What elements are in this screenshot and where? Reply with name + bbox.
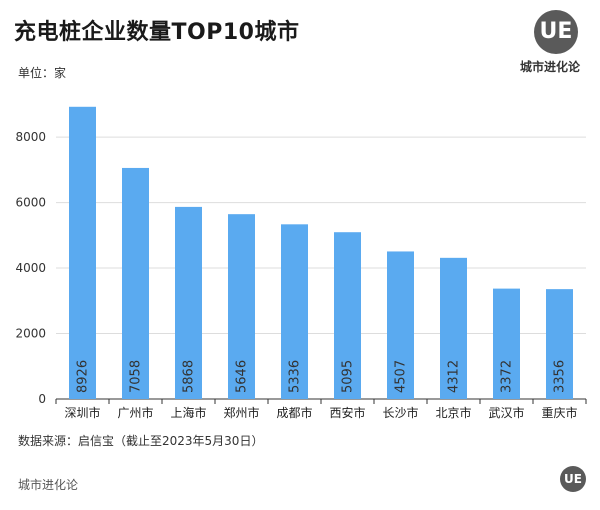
bar — [440, 257, 467, 399]
x-tick-label: 北京市 — [435, 405, 471, 420]
x-tick-label: 武汉市 — [488, 405, 524, 420]
data-label: 5646 — [235, 360, 250, 393]
data-label: 4312 — [447, 360, 462, 393]
x-tick-label: 广州市 — [117, 405, 153, 420]
x-tick-label: 上海市 — [170, 405, 206, 420]
unit-label: 单位：家 — [18, 66, 67, 80]
data-label: 7058 — [129, 360, 144, 393]
x-tick-label: 重庆市 — [541, 405, 577, 420]
y-tick-label: 6000 — [15, 196, 46, 210]
y-tick-label: 8000 — [15, 130, 46, 144]
bar — [546, 289, 573, 399]
x-tick-label: 成都市 — [276, 405, 312, 420]
bar — [175, 206, 202, 399]
data-label: 3356 — [553, 360, 568, 393]
y-tick-label: 0 — [38, 392, 46, 406]
ue-logo: UE — [534, 10, 578, 54]
footer-ue-logo: UE — [560, 466, 586, 492]
bar — [281, 224, 308, 399]
bar — [122, 167, 149, 399]
brand-name: 城市进化论 — [520, 60, 581, 74]
y-tick-label: 4000 — [15, 261, 46, 275]
bar-chart: 0 2000 4000 6000 8000 深圳市 8926 广州市 7058 上海市 5868 郑州… — [15, 106, 587, 420]
y-tick-label: 2000 — [15, 327, 46, 341]
x-tick-label: 郑州市 — [223, 405, 259, 420]
bar — [387, 251, 414, 399]
data-label: 5095 — [341, 360, 356, 393]
x-tick-label: 长沙市 — [382, 405, 418, 420]
data-label: 5336 — [288, 360, 303, 393]
bar — [69, 106, 96, 399]
data-label: 4507 — [394, 360, 409, 393]
bar — [493, 288, 520, 399]
x-tick-label: 西安市 — [329, 405, 365, 420]
chart-title: 充电桩企业数量TOP10城市 — [14, 20, 300, 45]
data-source: 数据来源：启信宝（截止至2023年5月30日） — [18, 434, 264, 448]
x-tick-label: 深圳市 — [64, 405, 100, 420]
bar — [228, 214, 255, 399]
data-label: 8926 — [76, 360, 91, 393]
data-label: 3372 — [500, 360, 515, 393]
data-label: 5868 — [182, 360, 197, 393]
footer-brand: 城市进化论 — [18, 478, 79, 492]
bar — [334, 232, 361, 399]
